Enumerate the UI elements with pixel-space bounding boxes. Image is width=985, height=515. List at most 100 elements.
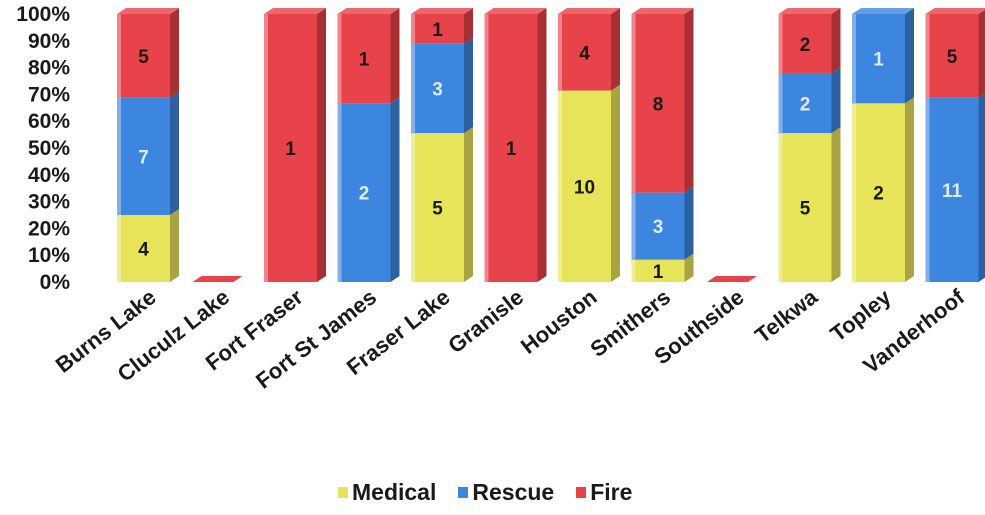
bar-side-fire <box>611 8 620 91</box>
bar-highlight-fire <box>264 14 268 282</box>
bar-highlight-fire <box>925 14 930 98</box>
bar-side-fire <box>170 8 179 98</box>
data-label-rescue: 2 <box>800 94 811 115</box>
bar-side-fire <box>317 8 326 282</box>
bar-segment-rescue <box>778 73 832 134</box>
data-label-rescue: 3 <box>653 217 664 238</box>
bar-side-fire <box>464 8 473 44</box>
bar-group: 21 <box>852 8 914 282</box>
bar-highlight-fire <box>631 14 636 193</box>
bar-side-rescue <box>170 91 179 215</box>
bar-side-medical <box>611 84 620 282</box>
bar-top-fire <box>778 8 841 14</box>
bar-top-fire <box>484 8 547 14</box>
bar-side-fire <box>978 9 985 98</box>
bar-highlight-rescue <box>925 97 930 282</box>
data-label-medical: 1 <box>653 262 664 283</box>
legend-item-medical: Medical <box>338 479 436 506</box>
y-tick-label: 70% <box>28 83 70 106</box>
bar-segment-rescue <box>852 14 905 104</box>
bar-segment-fire <box>117 14 170 98</box>
bar-segment-rescue <box>117 97 170 215</box>
x-tick-label: Granisle <box>443 284 528 358</box>
bar-segment-fire <box>631 14 685 193</box>
data-label-fire: 5 <box>947 47 958 68</box>
bar-top-fire <box>558 8 620 14</box>
bar-side-rescue <box>390 97 400 282</box>
bar-highlight-rescue <box>411 43 415 134</box>
data-label-fire: 1 <box>285 139 296 160</box>
bar-side-rescue <box>684 186 694 260</box>
data-label-rescue: 1 <box>873 50 884 71</box>
bar-top-fire <box>925 8 985 14</box>
bar-group: 1 3 8 <box>631 8 694 283</box>
legend-item-fire: Fire <box>576 479 632 506</box>
legend-label-medical: Medical <box>352 479 437 505</box>
bar-group: 1 <box>264 8 326 282</box>
empty-bar <box>707 276 757 282</box>
bar-segment-fire <box>484 14 538 282</box>
bar-segment-medical <box>117 215 170 282</box>
bar-highlight-medical <box>852 103 856 282</box>
bar-segment-fire <box>264 14 317 282</box>
bar-segment-rescue <box>925 97 979 282</box>
bar-highlight-fire <box>117 14 121 98</box>
bar-side-medical <box>831 127 841 282</box>
bar-top-fire <box>264 8 326 14</box>
legend-swatch-rescue <box>458 487 469 498</box>
bar-side-rescue <box>464 37 473 134</box>
bar-segment-medical <box>852 103 905 282</box>
bar-group <box>707 276 757 282</box>
bar-highlight-rescue <box>117 97 121 215</box>
y-tick-label: 100% <box>16 3 70 26</box>
data-label-medical: 4 <box>138 240 149 261</box>
bar-highlight-medical <box>631 259 636 282</box>
bar-group: 4 7 5 <box>117 8 179 282</box>
data-label-fire: 8 <box>653 94 664 115</box>
bar-side-fire <box>537 8 547 282</box>
bar-side-rescue <box>978 93 985 282</box>
y-tick-label: 60% <box>28 110 70 133</box>
bar-segment-medical <box>778 133 832 282</box>
bar-side-rescue <box>831 67 841 134</box>
y-tick-label: 10% <box>28 244 70 267</box>
empty-bar <box>192 276 243 282</box>
bar-segment-rescue <box>631 192 685 260</box>
bar-highlight-fire <box>778 14 783 74</box>
bar-highlight-medical <box>117 215 121 282</box>
data-label-rescue: 3 <box>432 79 443 100</box>
bar-highlight-rescue <box>778 73 783 134</box>
bar-side-medical <box>684 253 694 282</box>
bar-group: 21 <box>337 8 400 282</box>
y-tick-label: 20% <box>28 217 70 240</box>
data-label-medical: 10 <box>574 177 595 198</box>
bar-highlight-fire <box>337 14 342 104</box>
bar-top-fire <box>411 8 473 14</box>
y-tick-label: 90% <box>28 30 70 53</box>
bar-side-fire <box>390 8 400 104</box>
data-label-fire: 1 <box>359 50 370 71</box>
bar-segment-fire <box>778 14 832 74</box>
bar-top-fire <box>117 8 179 14</box>
x-tick-label: Telkwa <box>750 284 823 348</box>
bar-highlight-rescue <box>631 192 636 260</box>
bar-segment-fire <box>925 14 979 98</box>
bar-segment-medical <box>631 259 685 282</box>
data-label-fire: 1 <box>506 139 517 160</box>
bar-group <box>192 276 243 282</box>
data-label-medical: 5 <box>800 199 811 220</box>
data-label-rescue: 11 <box>942 181 963 202</box>
bar-highlight-medical <box>558 90 562 282</box>
bar-group: 10 4 <box>558 8 620 282</box>
data-label-fire: 1 <box>432 20 443 41</box>
data-label-fire: 4 <box>579 43 590 64</box>
bar-segment-fire <box>411 14 464 44</box>
data-label-fire: 2 <box>800 35 811 56</box>
bar-highlight-rescue <box>852 14 856 104</box>
bar-group: 5 2 2 <box>778 8 841 282</box>
bar-highlight-fire <box>484 14 489 282</box>
y-axis: 0% 10% 20% 30% 40% 50% 60% 70% 80% 90% 100% <box>16 3 70 294</box>
y-tick-label: 50% <box>28 137 70 160</box>
bar-group: 5 3 1 <box>411 8 473 282</box>
bar-segment-rescue <box>411 43 464 134</box>
